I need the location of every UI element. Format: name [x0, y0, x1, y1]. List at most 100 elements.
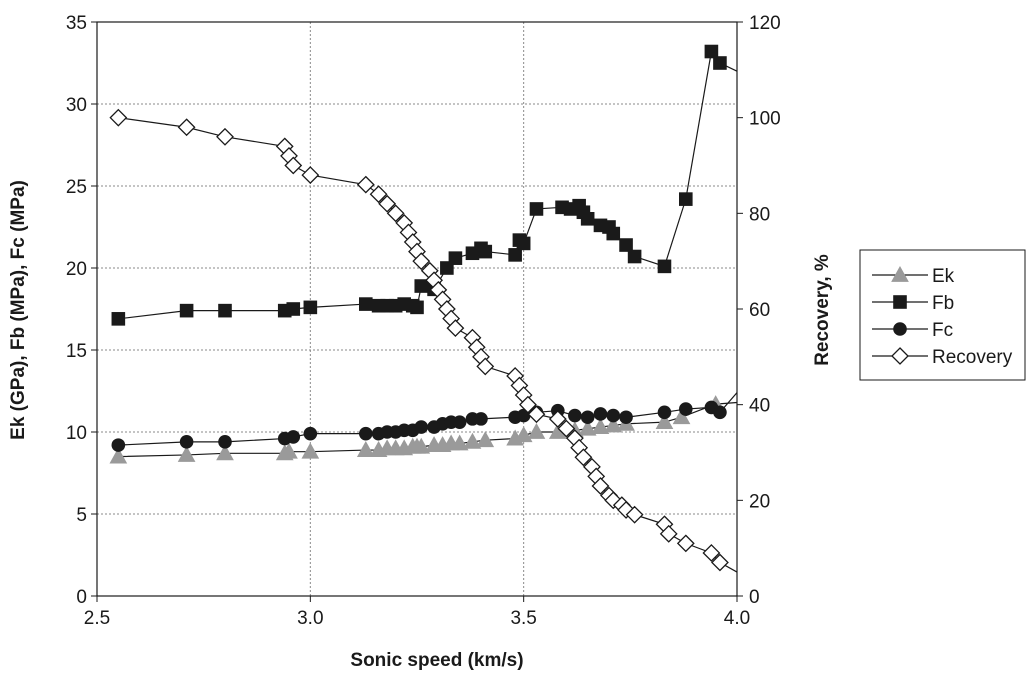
data-point-recovery — [557, 419, 576, 438]
data-point-ek — [356, 441, 375, 457]
data-point-fb — [704, 44, 719, 59]
y-left-axis-title: Ek (GPa), Fb (MPa), Fc (MPa) — [8, 180, 29, 440]
legend-marker-fb — [893, 295, 907, 309]
data-point-ek — [177, 445, 196, 462]
series-points-fc — [111, 400, 727, 452]
data-point-fb — [478, 244, 493, 259]
y-left-tick-label: 20 — [66, 259, 87, 280]
legend-label-fb: Fb — [932, 293, 954, 314]
data-point-fb — [179, 303, 194, 318]
data-point-fc — [218, 435, 232, 449]
data-point-ek — [450, 434, 469, 451]
legend-label-recovery: Recovery — [932, 347, 1013, 368]
data-point-fc — [593, 407, 608, 421]
data-point-fb — [286, 302, 301, 316]
data-point-ek — [604, 416, 623, 433]
data-point-recovery — [676, 534, 695, 553]
data-point-fc — [580, 410, 595, 425]
data-point-recovery — [446, 319, 465, 338]
data-point-recovery — [659, 524, 678, 543]
data-point-fc — [606, 408, 621, 423]
data-point-fc — [619, 410, 633, 425]
y-right-tick-label: 80 — [749, 204, 770, 225]
y-left-tick-label: 5 — [76, 505, 87, 526]
data-point-recovery — [519, 395, 537, 414]
data-point-recovery — [574, 448, 593, 467]
y-left-tick-label: 25 — [66, 177, 87, 198]
data-point-fc — [414, 420, 429, 434]
x-axis-ticks: 2.5 3.0 3.5 4.0 — [84, 596, 750, 629]
data-point-fc — [679, 402, 693, 416]
legend-marker-ek — [891, 265, 909, 282]
y-right-axis-ticks: 0 20 40 60 80 100 120 — [737, 13, 781, 608]
data-point-ek — [578, 419, 597, 436]
data-point-fc — [452, 415, 467, 429]
data-point-fb — [111, 312, 126, 326]
data-point-ek — [591, 418, 610, 434]
data-point-recovery — [301, 166, 320, 184]
series-markers — [109, 44, 729, 572]
legend-label-fc: Fc — [932, 320, 953, 341]
series-points-ek — [109, 395, 725, 464]
y-right-tick-label: 120 — [749, 13, 781, 34]
legend-box — [859, 249, 1026, 381]
data-point-fc — [568, 408, 582, 423]
data-point-recovery — [177, 118, 196, 137]
x-axis-title: Sonic speed (km/s) — [350, 650, 523, 671]
data-point-recovery — [711, 553, 729, 572]
y-left-tick-label: 30 — [66, 95, 87, 116]
series-lines — [118, 50, 738, 573]
data-point-recovery — [702, 544, 721, 562]
data-point-fb — [218, 303, 232, 318]
legend-marker-recovery — [891, 347, 909, 365]
data-point-fb — [529, 202, 544, 216]
data-point-fc — [303, 426, 318, 441]
y-left-tick-label: 15 — [66, 341, 87, 362]
data-point-fb — [359, 297, 373, 311]
data-point-fc — [286, 430, 301, 444]
legend: Ek Fb Fc Recovery — [859, 249, 1026, 381]
y-right-tick-label: 20 — [749, 491, 770, 512]
data-point-fb — [657, 259, 672, 274]
data-point-recovery — [625, 505, 644, 524]
data-point-ek — [280, 442, 298, 459]
data-point-recovery — [591, 477, 610, 495]
data-point-fb — [448, 251, 463, 265]
legend-label-ek: Ek — [932, 266, 955, 287]
y-right-tick-label: 60 — [749, 300, 770, 321]
data-point-fb — [627, 249, 642, 264]
data-point-fb — [619, 238, 633, 252]
data-point-fc — [359, 426, 373, 441]
data-point-recovery — [412, 252, 431, 271]
y-right-tick-label: 100 — [749, 109, 781, 130]
data-point-recovery — [548, 410, 567, 428]
y-left-axis-ticks: 0 5 10 15 20 25 30 35 — [66, 13, 97, 608]
y-left-tick-label: 35 — [66, 13, 87, 34]
data-point-ek — [672, 408, 691, 425]
x-tick-label: 3.5 — [510, 608, 536, 629]
data-point-fb — [606, 226, 621, 241]
data-point-recovery — [386, 204, 405, 223]
series-points-recovery — [109, 108, 729, 572]
data-point-recovery — [216, 127, 234, 146]
data-point-recovery — [369, 185, 388, 204]
data-point-ek — [301, 442, 320, 459]
data-point-fb — [713, 56, 727, 70]
data-point-ek — [109, 447, 128, 464]
data-point-fc — [111, 438, 126, 452]
series-line-fc — [118, 392, 738, 446]
data-point-recovery — [109, 108, 128, 127]
data-point-ek — [476, 431, 495, 448]
data-point-recovery — [378, 194, 397, 213]
data-point-ek — [655, 413, 674, 430]
data-point-ek — [527, 422, 546, 439]
x-tick-label: 3.0 — [297, 608, 323, 629]
data-point-fb — [410, 300, 424, 315]
data-point-fc — [713, 405, 727, 420]
data-point-ek — [412, 437, 431, 454]
series-line-recovery — [118, 117, 738, 573]
data-point-fb — [414, 279, 429, 293]
data-point-fc — [179, 435, 194, 449]
x-tick-label: 4.0 — [724, 608, 750, 629]
